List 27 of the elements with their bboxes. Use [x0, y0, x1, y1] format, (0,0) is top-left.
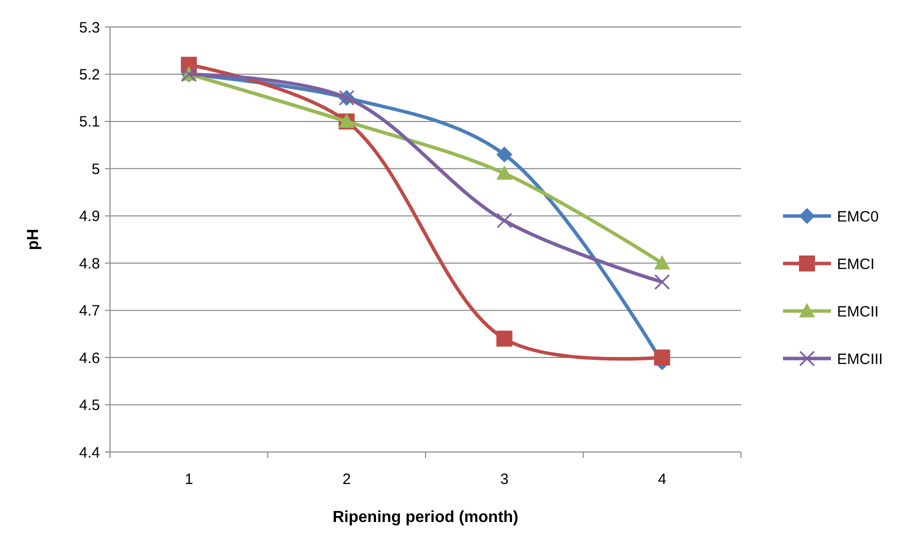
y-tick-label: 4.8 — [79, 255, 100, 272]
point — [496, 146, 512, 162]
y-tick-label: 4.5 — [79, 397, 100, 414]
x-tick-label: 3 — [500, 471, 509, 488]
point — [654, 350, 670, 366]
x-tick-label: 2 — [342, 471, 351, 488]
legend-label: EMCIII — [837, 350, 883, 368]
point — [496, 212, 512, 228]
y-axis-title: pH — [25, 228, 42, 250]
y-tick-label: 4.4 — [79, 444, 100, 462]
point — [654, 274, 670, 290]
x-tick-label: 1 — [184, 471, 194, 488]
y-tick-label: 5.3 — [79, 19, 100, 36]
point — [496, 330, 512, 347]
y-tick-label: 5 — [92, 160, 100, 178]
x-tick-label: 4 — [658, 471, 666, 488]
point — [654, 255, 670, 270]
legend-label: EMCI — [837, 256, 874, 273]
legend-label: EMC0 — [837, 208, 879, 226]
y-tick-label: 4.6 — [79, 350, 100, 367]
x-axis-title: Ripening period (month) — [332, 509, 518, 526]
legend-label: EMCII — [837, 303, 879, 320]
y-tick-label: 5.2 — [79, 66, 100, 84]
y-tick-label: 4.7 — [79, 302, 100, 320]
y-tick-label: 4.9 — [79, 208, 100, 226]
y-tick-label: 5.1 — [79, 114, 100, 131]
point — [496, 165, 512, 180]
